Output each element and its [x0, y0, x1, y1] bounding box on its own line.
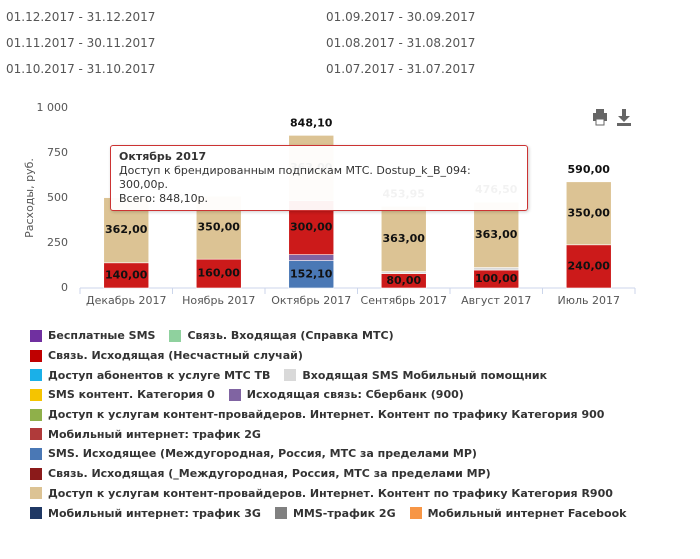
data-label: 152,10: [290, 267, 333, 280]
legend-label: SMS контент. Категория 0: [48, 388, 215, 402]
legend-item[interactable]: Доступ абонентов к услуге МТС ТВ: [30, 365, 270, 385]
bar-segment: [195, 258, 242, 289]
data-label: 363,00: [475, 228, 518, 241]
legend-swatch: [30, 408, 42, 421]
legend-label: Мобильный интернет: трафик 3G: [48, 506, 261, 520]
legend-label: Исходящая связь: Сбербанк (900): [246, 388, 464, 402]
download-icon[interactable]: [617, 109, 631, 126]
tooltip-line: Всего: 848,10р.: [119, 192, 209, 205]
legend-label: Доступ к услугам контент-провайдеров. Ин…: [48, 408, 605, 422]
tooltip: Октябрь 2017 Доступ к брендированным под…: [110, 145, 528, 211]
legend-item[interactable]: Доступ к услугам контент-провайдеров. Ин…: [30, 405, 604, 425]
bar-segment: [565, 181, 612, 246]
legend-swatch: [30, 447, 42, 460]
period-link[interactable]: 01.11.2017 - 30.11.2017: [6, 36, 156, 50]
bar-segment: [565, 244, 612, 289]
y-tick-label: 500: [47, 191, 68, 204]
data-label: 362,00: [105, 223, 148, 236]
x-tick-label: Сентябрь 2017: [361, 294, 447, 307]
x-tick-label: Ноябрь 2017: [182, 294, 255, 307]
period-link[interactable]: 01.12.2017 - 31.12.2017: [6, 10, 156, 24]
legend-swatch: [30, 467, 42, 480]
legend-label: Бесплатные SMS: [48, 329, 156, 343]
legend-swatch: [228, 388, 241, 401]
bar-segment: [288, 260, 335, 289]
period-link[interactable]: 01.07.2017 - 31.07.2017: [326, 62, 476, 76]
legend-item[interactable]: MMS-трафик 2G: [274, 503, 396, 520]
tooltip-line: Доступ к брендированным подпискам МТС. D…: [119, 164, 471, 191]
legend-swatch: [409, 507, 422, 520]
legend-item[interactable]: Связь. Входящая (Справка МТС): [169, 326, 394, 346]
legend: Бесплатные SMS Связь. Входящая (Справка М…: [30, 326, 670, 520]
stack-total-label: 590,00: [568, 163, 611, 176]
bar-segment: [380, 205, 427, 272]
legend-label: Входящая SMS Мобильный помощник: [302, 368, 548, 382]
data-label: 363,00: [383, 232, 426, 245]
print-icon[interactable]: [593, 109, 607, 126]
data-label: 300,00: [290, 221, 333, 234]
legend-item[interactable]: Бесплатные SMS: [30, 326, 155, 346]
x-tick-label: Декабрь 2017: [86, 294, 167, 307]
y-tick-label: 1 000: [37, 101, 69, 114]
legend-label: Мобильный интернет: трафик 2G: [48, 427, 261, 441]
legend-item[interactable]: SMS. Исходящее (Междугородная, Россия, М…: [30, 444, 477, 464]
legend-item[interactable]: Мобильный интернет: трафик 2G: [30, 424, 261, 444]
legend-label: Доступ абонентов к услуге МТС ТВ: [48, 368, 271, 382]
bar-segment: [288, 254, 335, 261]
legend-item[interactable]: Доступ к услугам контент-провайдеров. Ин…: [30, 484, 613, 504]
legend-label: SMS. Исходящее (Междугородная, Россия, М…: [48, 447, 477, 461]
y-tick-label: 0: [61, 281, 68, 294]
data-label: 240,00: [568, 259, 611, 272]
data-label: 350,00: [568, 206, 611, 219]
legend-label: Доступ к услугам контент-провайдеров. Ин…: [48, 486, 613, 500]
legend-swatch: [30, 349, 42, 362]
legend-swatch: [30, 388, 42, 401]
tooltip-title: Октябрь 2017: [119, 150, 207, 163]
bar-segment: [473, 201, 520, 268]
legend-item[interactable]: Входящая SMS Мобильный помощник: [284, 365, 547, 385]
data-label: 350,00: [198, 221, 241, 234]
legend-swatch: [30, 507, 42, 520]
legend-swatch: [30, 428, 42, 441]
legend-swatch: [274, 507, 287, 520]
legend-item[interactable]: Связь. Исходящая (Несчастный случай): [30, 346, 303, 366]
legend-swatch: [169, 329, 182, 342]
x-tick-label: Август 2017: [461, 294, 531, 307]
x-tick-label: Июль 2017: [558, 294, 621, 307]
legend-item[interactable]: Мобильный интернет Facebook: [409, 503, 627, 520]
legend-swatch: [30, 487, 42, 500]
period-link[interactable]: 01.10.2017 - 31.10.2017: [6, 62, 156, 76]
legend-label: Связь. Входящая (Справка МТС): [187, 329, 394, 343]
data-label: 100,00: [475, 272, 518, 285]
legend-item[interactable]: Связь. Исходящая (_Междугородная, Россия…: [30, 464, 491, 484]
legend-label: Связь. Исходящая (Несчастный случай): [48, 349, 303, 363]
legend-item[interactable]: SMS контент. Категория 0: [30, 385, 215, 405]
y-axis-title: Расходы, руб.: [23, 158, 36, 238]
legend-item[interactable]: Мобильный интернет: трафик 3G: [30, 503, 261, 520]
legend-swatch: [30, 369, 42, 382]
legend-label: Связь. Исходящая (_Междугородная, Россия…: [48, 467, 491, 481]
y-tick-label: 250: [47, 236, 68, 249]
bar-segment: [473, 267, 520, 271]
legend-item[interactable]: Исходящая связь: Сбербанк (900): [228, 385, 464, 405]
legend-swatch: [284, 369, 297, 382]
data-label: 160,00: [198, 267, 241, 280]
x-tick-label: Октябрь 2017: [271, 294, 351, 307]
legend-label: Мобильный интернет Facebook: [427, 506, 627, 520]
stack-total-label: 848,10: [290, 116, 333, 129]
y-tick-label: 750: [47, 146, 68, 159]
legend-label: MMS-трафик 2G: [292, 506, 396, 520]
period-link[interactable]: 01.08.2017 - 31.08.2017: [326, 36, 476, 50]
period-link[interactable]: 01.09.2017 - 30.09.2017: [326, 10, 476, 24]
data-label: 80,00: [386, 274, 421, 287]
data-label: 140,00: [105, 268, 148, 281]
legend-swatch: [30, 329, 42, 342]
